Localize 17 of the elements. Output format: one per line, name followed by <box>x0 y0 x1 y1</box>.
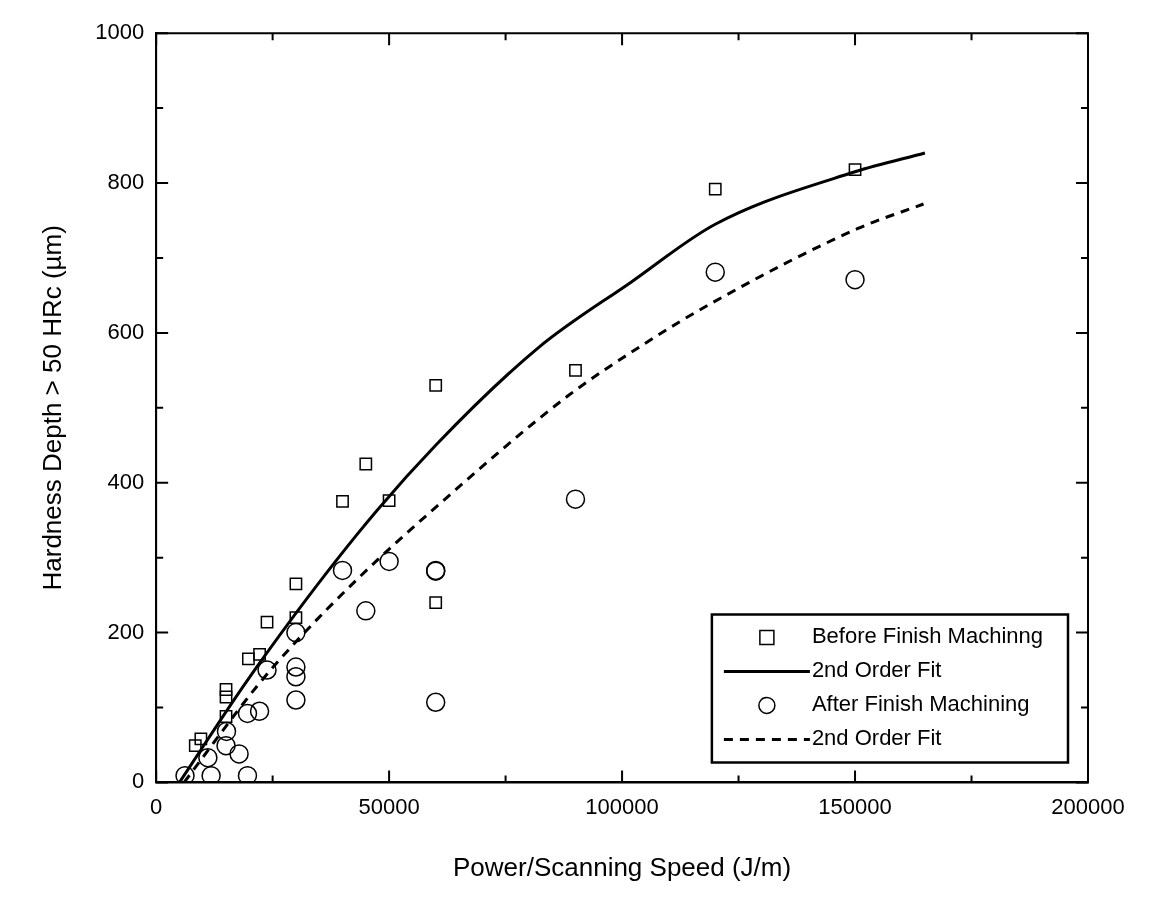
x-tick-label: 200000 <box>1051 793 1125 819</box>
legend-label: 2nd Order Fit <box>811 657 942 683</box>
y-tick-label: 800 <box>107 169 145 195</box>
y-tick-label: 200 <box>107 618 145 644</box>
y-tick-label: 1000 <box>95 19 145 45</box>
x-tick-label: 0 <box>150 793 163 819</box>
y-tick-label: 400 <box>107 468 145 494</box>
legend-label: Before Finish Machinng <box>811 623 1044 649</box>
y-axis-title: Hardness Depth > 50 HRc (µm) <box>36 225 67 591</box>
legend-label: 2nd Order Fit <box>811 725 942 751</box>
x-tick-label: 100000 <box>585 793 659 819</box>
x-tick-label: 150000 <box>818 793 892 819</box>
x-tick-label: 50000 <box>358 793 420 819</box>
x-axis-title: Power/Scanning Speed (J/m) <box>452 851 792 882</box>
legend-label: After Finish Machining <box>811 691 1030 717</box>
y-tick-label: 600 <box>107 318 145 344</box>
y-tick-label: 0 <box>131 768 145 794</box>
